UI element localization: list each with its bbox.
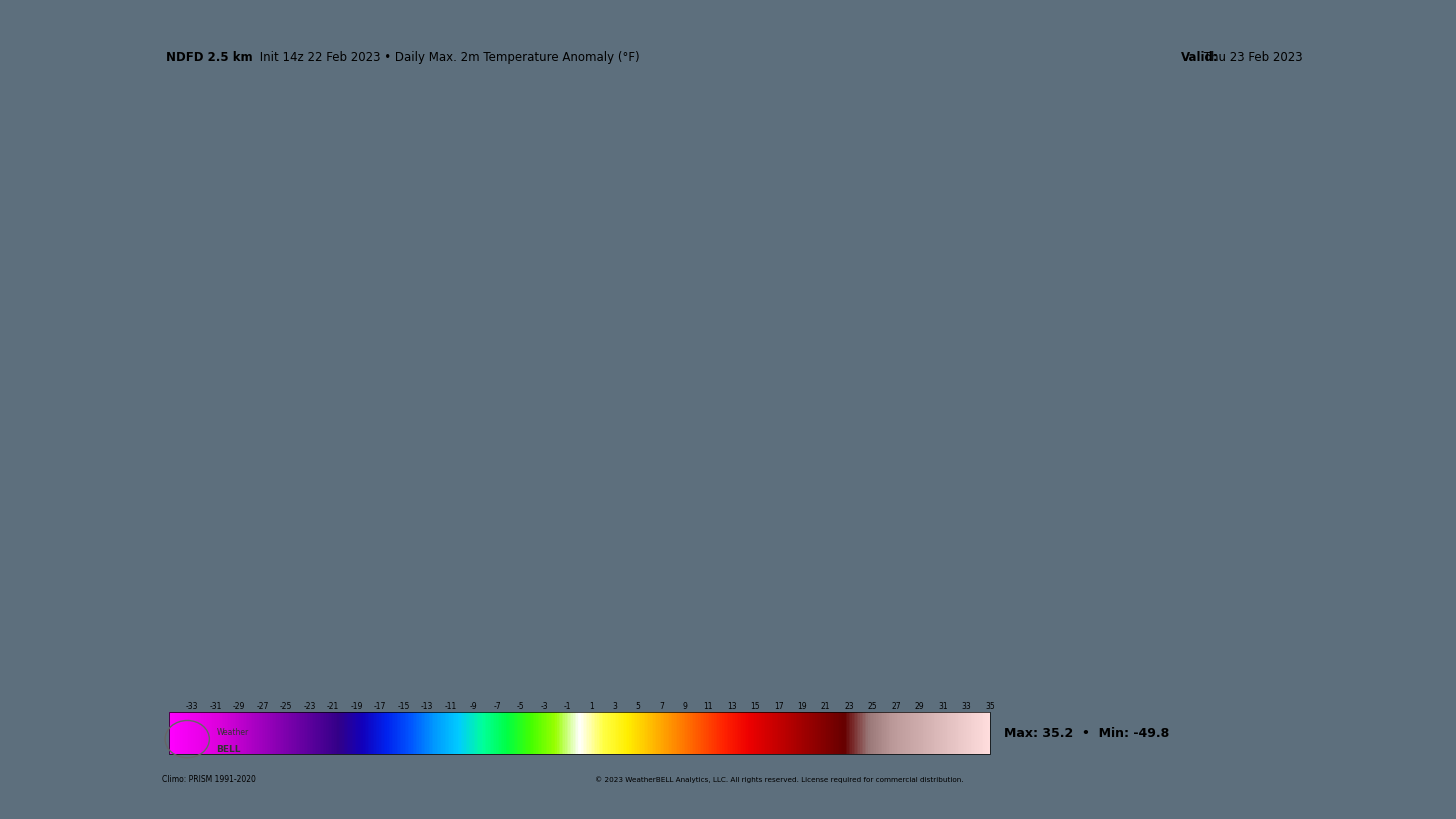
Text: 23: 23 (844, 702, 853, 711)
Text: 29: 29 (914, 702, 925, 711)
Text: Valid:: Valid: (1181, 51, 1219, 64)
Text: -17: -17 (374, 702, 386, 711)
Text: -33: -33 (186, 702, 198, 711)
Text: 7: 7 (660, 702, 664, 711)
Text: 15: 15 (750, 702, 760, 711)
Text: -29: -29 (233, 702, 246, 711)
Text: 21: 21 (821, 702, 830, 711)
Text: -5: -5 (517, 702, 524, 711)
Text: -31: -31 (210, 702, 221, 711)
Text: © 2023 WeatherBELL Analytics, LLC. All rights reserved. License required for com: © 2023 WeatherBELL Analytics, LLC. All r… (596, 776, 964, 783)
Text: 11: 11 (703, 702, 713, 711)
Text: -1: -1 (563, 702, 571, 711)
Text: -9: -9 (470, 702, 478, 711)
Text: Max: 35.2  •  Min: -49.8: Max: 35.2 • Min: -49.8 (1005, 726, 1169, 740)
Text: Thu 23 Feb 2023: Thu 23 Feb 2023 (1201, 51, 1303, 64)
Text: -11: -11 (444, 702, 457, 711)
Text: 25: 25 (868, 702, 878, 711)
Text: 19: 19 (798, 702, 807, 711)
Text: 17: 17 (775, 702, 783, 711)
Text: NDFD 2.5 km: NDFD 2.5 km (166, 51, 252, 64)
Text: 31: 31 (938, 702, 948, 711)
Text: -25: -25 (280, 702, 293, 711)
Text: 1: 1 (588, 702, 594, 711)
Text: -21: -21 (328, 702, 339, 711)
Text: 33: 33 (961, 702, 971, 711)
Text: 3: 3 (612, 702, 617, 711)
Text: -15: -15 (397, 702, 409, 711)
Text: 27: 27 (891, 702, 901, 711)
Text: -27: -27 (256, 702, 269, 711)
Text: 9: 9 (683, 702, 687, 711)
Text: -23: -23 (303, 702, 316, 711)
Text: -19: -19 (351, 702, 363, 711)
Text: -3: -3 (540, 702, 547, 711)
Text: -7: -7 (494, 702, 501, 711)
Text: 35: 35 (984, 702, 994, 711)
Text: 5: 5 (636, 702, 641, 711)
Text: Climo: PRISM 1991-2020: Climo: PRISM 1991-2020 (162, 775, 255, 784)
Text: Weather: Weather (217, 728, 249, 737)
Text: 13: 13 (727, 702, 737, 711)
Text: BELL: BELL (217, 745, 240, 754)
Text: -13: -13 (421, 702, 432, 711)
Text: Init 14z 22 Feb 2023 • Daily Max. 2m Temperature Anomaly (°F): Init 14z 22 Feb 2023 • Daily Max. 2m Tem… (256, 51, 639, 64)
